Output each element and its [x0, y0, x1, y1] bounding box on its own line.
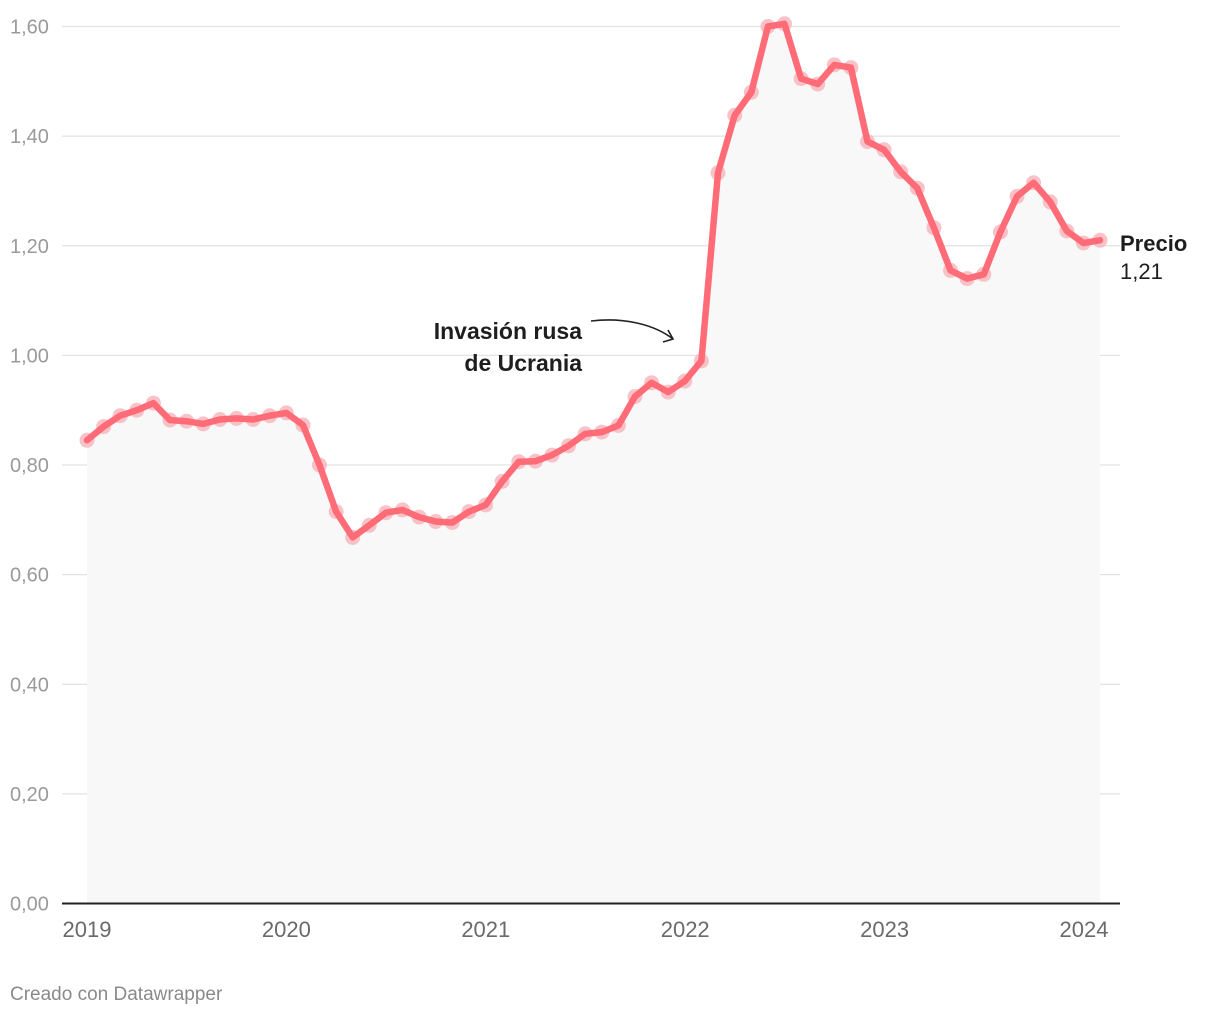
x-axis-labels: 2019 2020 2021 2022 2023 2024: [63, 917, 1109, 942]
x-tick-label: 2020: [262, 917, 311, 942]
annotation-arrow-head: [662, 329, 675, 343]
y-tick-label: 0,40: [10, 674, 49, 696]
x-tick-label: 2019: [63, 917, 112, 942]
series-end-label: Precio: [1120, 231, 1187, 256]
y-axis-labels: 0,00 0,20 0,40 0,60 0,80 1,00 1,20 1,40 1,60: [10, 17, 49, 916]
annotation-arrow: [590, 319, 674, 340]
annotation-line-1: Invasión rusa: [434, 318, 582, 344]
area-fill: [87, 23, 1100, 904]
annotation-line-2: de Ucrania: [464, 350, 582, 376]
y-tick-label: 0,80: [10, 455, 49, 477]
y-tick-label: 1,20: [10, 236, 49, 258]
y-tick-label: 1,00: [10, 345, 49, 367]
series-line-precio: [83, 20, 1104, 541]
y-tick-label: 1,40: [10, 126, 49, 148]
y-tick-label: 0,00: [10, 894, 49, 916]
y-tick-label: 1,60: [10, 17, 49, 39]
x-tick-label: 2023: [860, 917, 909, 942]
footer-credit: Creado con Datawrapper: [10, 984, 223, 1005]
x-tick-label: 2024: [1060, 917, 1109, 942]
series-end-value: 1,21: [1120, 259, 1163, 284]
y-tick-label: 0,60: [10, 565, 49, 587]
y-tick-label: 0,20: [10, 784, 49, 806]
x-tick-label: 2022: [661, 917, 710, 942]
x-tick-label: 2021: [461, 917, 510, 942]
